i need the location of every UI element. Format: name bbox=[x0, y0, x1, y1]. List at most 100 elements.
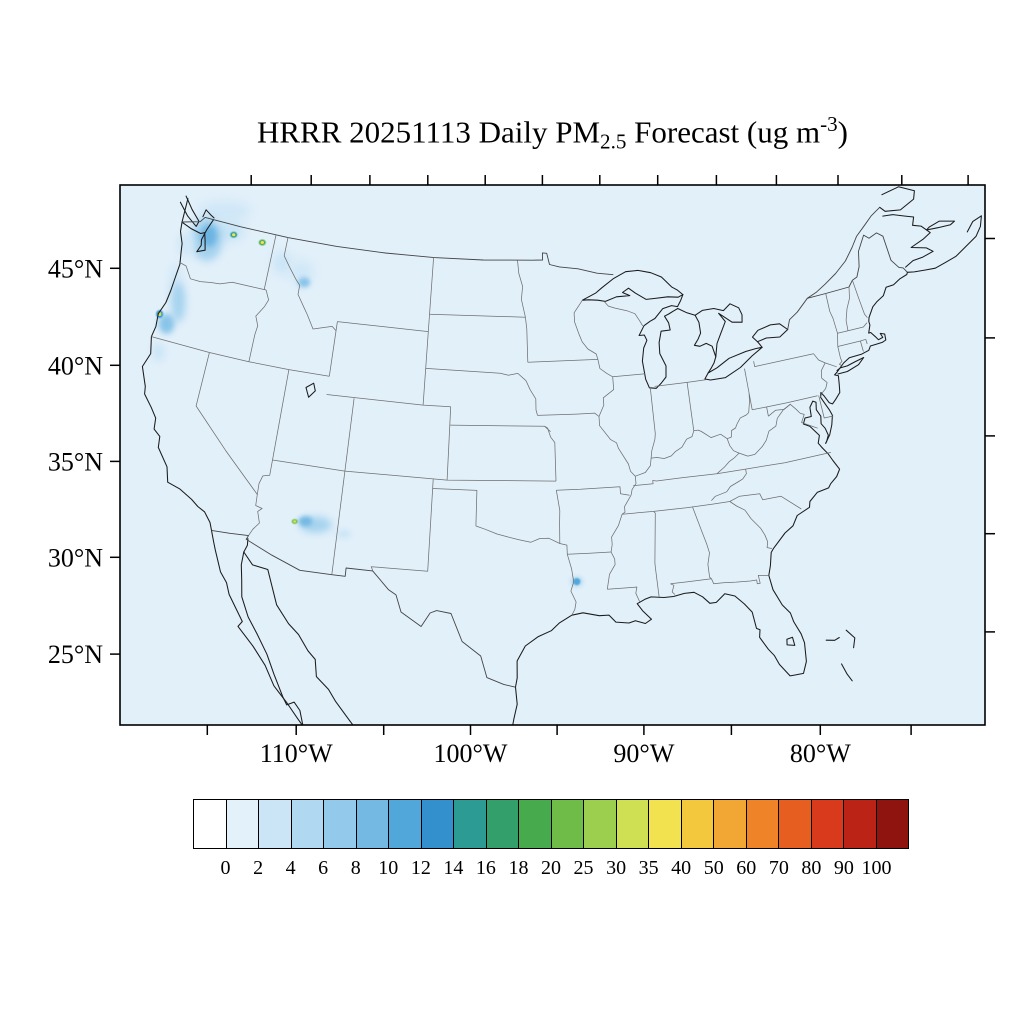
state-border-nc-sc bbox=[729, 493, 802, 510]
lat-tick-label: 35°N bbox=[48, 447, 103, 476]
colorbar-tick-label: 8 bbox=[350, 857, 361, 879]
state-border-ar-ok-west bbox=[555, 490, 568, 555]
state-border-wa-id bbox=[263, 234, 277, 290]
colorbar-segment-6 bbox=[389, 800, 422, 848]
state-border-va-nc bbox=[745, 452, 831, 470]
colorbar-tick-label: 10 bbox=[378, 857, 399, 879]
lon-tick-label: 110°W bbox=[260, 739, 333, 768]
colorbar-segment-11 bbox=[551, 800, 584, 848]
colorbar-tick-label: 14 bbox=[443, 857, 464, 879]
colorbar-tick-label: 4 bbox=[285, 857, 296, 879]
state-border-pa-west bbox=[744, 368, 753, 410]
coastline-detroit-st-clair-river bbox=[707, 356, 717, 374]
colorbar-segment-10 bbox=[519, 800, 552, 848]
state-border-nv-az bbox=[256, 459, 273, 495]
coastline-pacific-coast bbox=[141, 198, 213, 531]
sw-louisiana-spot bbox=[573, 578, 581, 586]
colorbar-segment-18 bbox=[779, 800, 812, 848]
state-border-ohio-river-west bbox=[635, 458, 652, 477]
map-frame bbox=[119, 184, 986, 726]
coastline-nova-scotia bbox=[906, 215, 982, 273]
nw-california-haze bbox=[152, 343, 165, 362]
state-border-mo-ia bbox=[537, 412, 600, 417]
state-border-parallel-35 bbox=[622, 501, 730, 515]
state-border-ne-sd-43n bbox=[425, 368, 527, 381]
colorbar-segments-row bbox=[193, 799, 909, 849]
colorbar-tick-label: 35 bbox=[638, 857, 659, 879]
state-border-red-river-tx-ok bbox=[475, 525, 560, 544]
colorbar-tick-label: 20 bbox=[541, 857, 561, 879]
title-subscript: 2.5 bbox=[600, 129, 627, 154]
colorbar-labels-row: 0 2 4 6 8 10 12 14 16 18 20 25 30 35 40 50 60 70 80 90 100 bbox=[193, 849, 909, 881]
colorbar-segment-9 bbox=[486, 800, 519, 848]
coastline-lake-huron bbox=[693, 303, 743, 358]
state-border-mo-ks bbox=[544, 425, 557, 482]
state-borders-layer bbox=[151, 234, 868, 616]
state-border-mt-wy-45n bbox=[337, 321, 429, 332]
title-text: HRRR 20251113 Daily PM bbox=[256, 114, 601, 150]
state-border-ne-ia-missouri-river bbox=[525, 380, 538, 416]
state-border-wa-or bbox=[179, 261, 267, 291]
coastline-long-island bbox=[836, 356, 865, 375]
colorbar-tick-label: 16 bbox=[475, 857, 496, 879]
lon-tick-label: 100°W bbox=[434, 739, 508, 768]
state-border-co-east-102 bbox=[446, 406, 452, 481]
west-new-mexico-haze bbox=[336, 530, 351, 538]
state-border-ri-ct bbox=[860, 340, 864, 352]
state-border-parallel-42 bbox=[151, 336, 330, 377]
state-border-ma-north bbox=[837, 322, 868, 334]
missoula-valley-patch bbox=[298, 277, 311, 288]
coastline-new-brunswick-coast bbox=[882, 214, 934, 268]
state-border-wv-va bbox=[716, 404, 791, 475]
colorbar-segment-21 bbox=[876, 800, 908, 848]
border-maine-canada-border bbox=[848, 232, 908, 288]
border-us-canada-border-49n bbox=[181, 216, 614, 276]
colorbar-segment-8 bbox=[454, 800, 487, 848]
colorbar-segment-17 bbox=[746, 800, 779, 848]
state-border-in-oh bbox=[686, 382, 695, 431]
willamette-valley-patch bbox=[171, 282, 186, 323]
state-border-nd-mn-red-river bbox=[517, 260, 526, 318]
state-border-ga-fl bbox=[711, 575, 768, 585]
axis-ticks-layer bbox=[110, 175, 995, 735]
lon-tick-label: 90°W bbox=[613, 739, 674, 768]
state-border-al-fl bbox=[670, 578, 712, 585]
colorbar-tick-label: 0 bbox=[220, 857, 231, 879]
colorbar-segment-1 bbox=[226, 800, 259, 848]
colorbar-segment-7 bbox=[421, 800, 454, 848]
colorbar-segment-4 bbox=[324, 800, 357, 848]
coastline-grand-bahama bbox=[825, 636, 840, 641]
title-superscript: -3 bbox=[820, 112, 838, 136]
state-border-ut-co-109 bbox=[344, 398, 355, 472]
colorbar-tick-label: 30 bbox=[606, 857, 627, 879]
coastline-gaspe-peninsula bbox=[879, 186, 915, 212]
map-background bbox=[120, 185, 985, 725]
coastline-st-marys-river bbox=[676, 294, 684, 308]
colorbar-segment-16 bbox=[714, 800, 747, 848]
colorbar-tick-label: 50 bbox=[703, 857, 724, 879]
state-border-ok-panhandle bbox=[432, 488, 478, 527]
colorbar-tick-label: 12 bbox=[410, 857, 431, 879]
state-border-al-fl-west bbox=[670, 583, 676, 595]
colorbar-tick-label: 6 bbox=[318, 857, 329, 879]
lat-tick-label: 40°N bbox=[48, 351, 103, 380]
colorbar-tick-label: 100 bbox=[861, 857, 892, 879]
wa-hotspot-east-core bbox=[260, 241, 264, 244]
state-border-nd-sd bbox=[429, 313, 526, 318]
state-border-mississippi-river-lower bbox=[606, 476, 637, 590]
coastline-lake-superior bbox=[581, 269, 684, 302]
axis-labels-layer: 110°W 100°W 90°W 80°W 25°N 30°N 35°N 40°N 45°N bbox=[48, 254, 851, 768]
coastline-chesapeake-bay bbox=[802, 400, 829, 449]
coastline-baja-gulf-coast bbox=[240, 551, 304, 725]
colorbar-segment-5 bbox=[356, 800, 389, 848]
colorbar-tick-label: 18 bbox=[508, 857, 529, 879]
lat-tick-label: 25°N bbox=[48, 640, 103, 669]
state-border-ga-sc-savannah bbox=[729, 501, 773, 549]
colorbar-segment-3 bbox=[291, 800, 324, 848]
coastline-abaco bbox=[845, 629, 856, 649]
state-border-az-nm-109 bbox=[331, 471, 346, 575]
figure-title: HRRR 20251113 Daily PM2.5 Forecast (ug m… bbox=[120, 112, 985, 154]
state-border-mo-ar bbox=[556, 486, 630, 496]
coastline-great-salt-lake bbox=[305, 382, 316, 398]
